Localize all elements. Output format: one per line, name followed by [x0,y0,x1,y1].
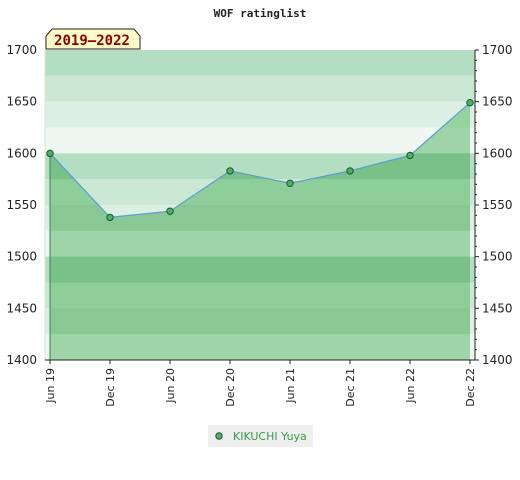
legend-box [208,425,313,447]
legend-label[interactable]: KIKUCHI Yuya [233,430,307,443]
area-band [45,231,475,257]
data-point[interactable] [226,167,234,175]
x-tick-label: Dec 20 [224,368,237,407]
legend: KIKUCHI Yuya [208,425,313,447]
y-tick-label-right: 1500 [482,250,513,264]
y-tick-label-right: 1700 [482,43,513,57]
period-badge-label: 2019–2022 [54,33,130,49]
data-point[interactable] [346,167,354,175]
chart-title: WOF ratinglist [214,7,307,20]
x-tick-label: Jun 22 [404,368,417,404]
data-point[interactable] [46,149,54,158]
area-band [45,334,475,360]
plot-band [45,75,475,102]
y-tick-label-right: 1650 [482,95,513,109]
y-tick-label-left: 1500 [6,250,37,264]
x-tick-label: Dec 22 [464,368,477,407]
x-axis: Jun 19 Dec 19 Jun 20 Dec 20 Jun 21 Dec 21 Jun … [44,359,477,407]
y-axis-right: 1400 1450 1500 1550 1600 1650 1700 [474,43,513,367]
plot-band [45,50,475,76]
x-tick-label: Jun 19 [44,368,57,404]
markers [46,99,474,222]
y-tick-label-right: 1600 [482,146,513,160]
area-band [50,256,470,283]
data-point[interactable] [166,207,174,215]
y-tick-label-left: 1550 [6,198,37,212]
data-point[interactable] [106,213,114,222]
x-tick-label: Jun 20 [164,368,177,404]
legend-marker-icon [215,432,223,440]
y-tick-label-right: 1400 [482,353,513,367]
data-point[interactable] [286,179,294,188]
period-badge-box [45,28,141,50]
data-point[interactable] [466,99,474,107]
y-axis-left: 1400 1450 1500 1550 1600 1650 1700 [6,43,46,367]
period-badge: 2019–2022 [45,28,141,50]
plot-band [45,101,475,128]
y-tick-label-left: 1450 [6,301,37,315]
y-tick-label-left: 1650 [6,95,37,109]
series-line [49,102,471,219]
x-tick-label: Dec 19 [104,368,117,407]
x-tick-label: Dec 21 [344,368,357,407]
x-tick-label: Jun 21 [284,368,297,404]
y-tick-label-left: 1400 [6,353,37,367]
y-tick-label-left: 1600 [6,146,37,160]
series-line-group [49,102,471,219]
y-tick-label-right: 1450 [482,301,513,315]
plot-band [45,127,475,154]
area-band [50,308,470,335]
y-tick-label-left: 1700 [6,43,37,57]
y-tick-label-right: 1550 [482,198,513,212]
data-point[interactable] [406,151,414,160]
area-band [45,283,475,309]
